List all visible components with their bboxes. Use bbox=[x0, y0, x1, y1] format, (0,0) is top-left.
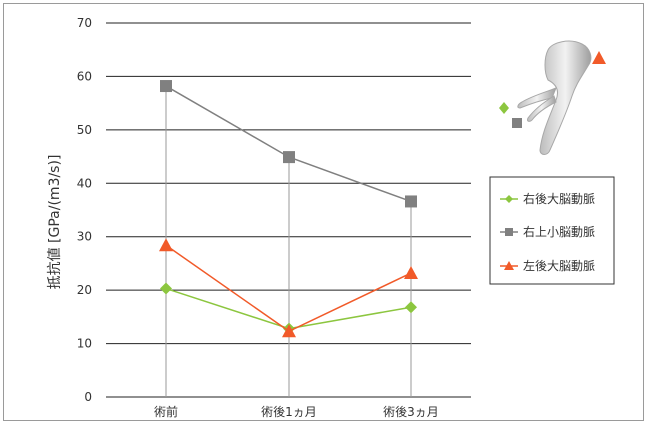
x-tick-label: 術後3ヵ月 bbox=[383, 405, 439, 419]
data-point-triangle bbox=[159, 238, 173, 252]
data-point-square bbox=[505, 228, 513, 236]
vessel-3d-model-icon bbox=[499, 40, 606, 155]
x-tick-label: 術前 bbox=[154, 404, 178, 419]
legend-label: 右上小脳動脈 bbox=[523, 224, 595, 239]
legend-label: 右後大脳動脈 bbox=[523, 191, 595, 206]
data-point-triangle bbox=[404, 266, 418, 280]
y-tick-label: 60 bbox=[77, 69, 92, 83]
data-point-diamond bbox=[505, 195, 513, 203]
legend-item: 右後大脳動脈 bbox=[500, 191, 595, 206]
series-triangle bbox=[159, 238, 418, 338]
data-point-square bbox=[405, 195, 417, 208]
legend-label: 左後大脳動脈 bbox=[523, 258, 595, 273]
data-point-triangle bbox=[282, 324, 296, 338]
y-tick-label: 70 bbox=[77, 16, 92, 30]
series-lines bbox=[159, 80, 418, 338]
y-tick-labels: 0 10 20 30 40 50 60 70 bbox=[77, 16, 92, 404]
y-tick-label: 10 bbox=[77, 337, 92, 351]
legend-item: 左後大脳動脈 bbox=[500, 258, 595, 273]
y-tick-label: 50 bbox=[77, 123, 92, 137]
data-point-square bbox=[160, 80, 172, 93]
series-square bbox=[160, 80, 417, 208]
y-axis-label: 抵抗値 [GPa/(m3/s)] bbox=[47, 155, 63, 290]
x-tick-label: 術後1ヵ月 bbox=[261, 405, 317, 419]
legend-item: 右上小脳動脈 bbox=[500, 224, 595, 239]
category-drop-lines bbox=[165, 86, 412, 397]
y-tick-label: 20 bbox=[77, 283, 92, 297]
y-tick-label: 0 bbox=[84, 390, 92, 404]
illustration-diamond-marker bbox=[499, 102, 509, 114]
data-point-diamond bbox=[160, 282, 172, 295]
data-point-square bbox=[283, 151, 295, 164]
data-point-triangle bbox=[504, 261, 514, 270]
illustration-triangle-marker bbox=[592, 51, 606, 64]
y-tick-label: 40 bbox=[77, 176, 92, 190]
data-point-diamond bbox=[405, 301, 417, 314]
illustration-square-marker bbox=[512, 118, 522, 128]
y-tick-label: 30 bbox=[77, 230, 92, 244]
x-tick-labels: 術前 術後1ヵ月 術後3ヵ月 bbox=[154, 404, 439, 419]
